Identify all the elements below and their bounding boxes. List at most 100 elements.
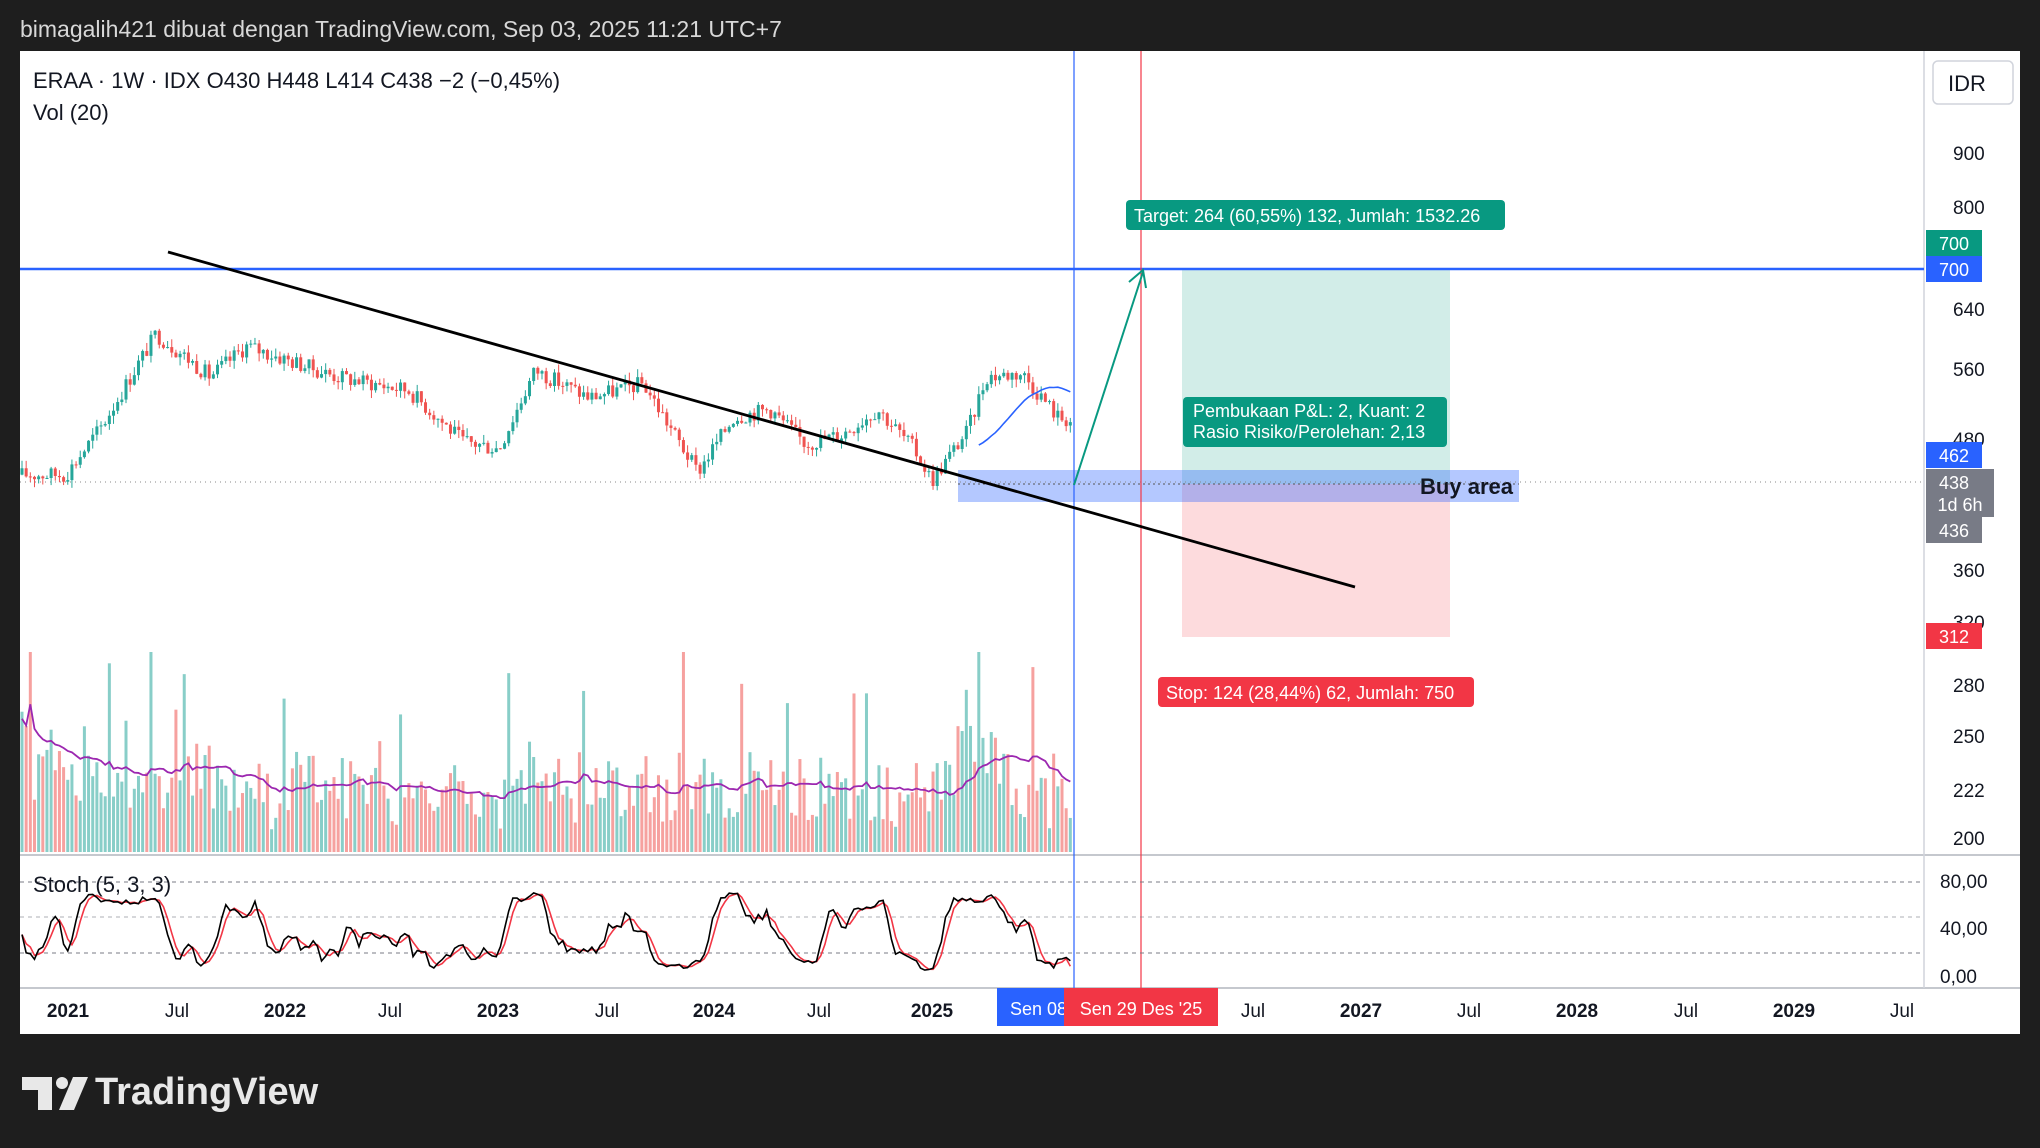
candle-body[interactable] bbox=[415, 391, 419, 403]
candle-body[interactable] bbox=[482, 442, 486, 444]
candle-body[interactable] bbox=[889, 425, 893, 427]
candle-body[interactable] bbox=[24, 468, 28, 477]
candle-body[interactable] bbox=[919, 456, 923, 465]
candle-body[interactable] bbox=[968, 414, 972, 426]
candle-body[interactable] bbox=[45, 477, 49, 479]
candle-body[interactable] bbox=[478, 443, 482, 447]
candle-body[interactable] bbox=[844, 431, 848, 439]
candle-body[interactable] bbox=[898, 424, 902, 430]
candle-body[interactable] bbox=[199, 373, 203, 378]
candle-body[interactable] bbox=[286, 355, 290, 360]
candle-body[interactable] bbox=[448, 424, 452, 434]
candle-body[interactable] bbox=[769, 410, 773, 419]
candle-body[interactable] bbox=[944, 458, 948, 474]
candle-body[interactable] bbox=[453, 426, 457, 434]
candle-body[interactable] bbox=[702, 461, 706, 474]
candle-body[interactable] bbox=[236, 350, 240, 352]
candle-body[interactable] bbox=[557, 372, 561, 386]
candle-body[interactable] bbox=[515, 409, 519, 423]
candle-body[interactable] bbox=[831, 432, 835, 435]
candle-body[interactable] bbox=[178, 353, 182, 358]
candle-body[interactable] bbox=[95, 426, 99, 435]
candle-body[interactable] bbox=[290, 359, 294, 368]
candle-body[interactable] bbox=[78, 457, 82, 465]
candle-body[interactable] bbox=[582, 392, 586, 397]
candle-body[interactable] bbox=[719, 429, 723, 442]
symbol-legend[interactable]: ERAA · 1W · IDX O430 H448 L414 C438 −2 (… bbox=[33, 68, 560, 93]
tradingview-logo[interactable]: TradingView bbox=[22, 1071, 319, 1113]
candle-body[interactable] bbox=[744, 422, 748, 424]
candle-body[interactable] bbox=[902, 429, 906, 437]
candle-body[interactable] bbox=[82, 451, 86, 458]
currency-button[interactable]: IDR bbox=[1932, 60, 2014, 105]
candle-body[interactable] bbox=[973, 414, 977, 417]
candle-body[interactable] bbox=[927, 471, 931, 473]
candle-body[interactable] bbox=[428, 412, 432, 416]
candle-body[interactable] bbox=[948, 451, 952, 459]
candle-body[interactable] bbox=[411, 393, 415, 403]
candle-body[interactable] bbox=[253, 343, 257, 345]
candle-body[interactable] bbox=[186, 352, 190, 363]
candle-body[interactable] bbox=[852, 432, 856, 434]
candle-body[interactable] bbox=[690, 455, 694, 460]
candle-body[interactable] bbox=[166, 347, 170, 349]
candle-body[interactable] bbox=[32, 476, 36, 480]
candle-body[interactable] bbox=[382, 384, 386, 389]
candle-body[interactable] bbox=[132, 375, 136, 385]
candle-body[interactable] bbox=[964, 425, 968, 440]
candle-body[interactable] bbox=[993, 374, 997, 381]
candle-body[interactable] bbox=[307, 359, 311, 369]
candle-body[interactable] bbox=[819, 435, 823, 448]
candle-body[interactable] bbox=[781, 415, 785, 421]
candle-body[interactable] bbox=[390, 386, 394, 390]
candle-body[interactable] bbox=[794, 424, 798, 428]
candle-body[interactable] bbox=[257, 343, 261, 354]
candle-body[interactable] bbox=[665, 412, 669, 426]
candle-body[interactable] bbox=[923, 464, 927, 472]
candle-body[interactable] bbox=[216, 364, 220, 375]
candle-body[interactable] bbox=[873, 419, 877, 421]
candle-body[interactable] bbox=[299, 357, 303, 371]
candle-body[interactable] bbox=[498, 448, 502, 450]
candle-body[interactable] bbox=[686, 452, 690, 460]
candle-body[interactable] bbox=[885, 413, 889, 426]
candle-body[interactable] bbox=[864, 419, 868, 426]
candle-body[interactable] bbox=[374, 382, 378, 391]
candle-body[interactable] bbox=[827, 434, 831, 439]
candle-body[interactable] bbox=[365, 375, 369, 380]
candle-body[interactable] bbox=[736, 420, 740, 424]
candle-body[interactable] bbox=[457, 426, 461, 430]
candle-body[interactable] bbox=[656, 398, 660, 413]
candle-body[interactable] bbox=[715, 441, 719, 445]
candle-body[interactable] bbox=[1035, 393, 1039, 400]
candle-body[interactable] bbox=[41, 476, 45, 479]
candle-body[interactable] bbox=[815, 447, 819, 450]
candle-body[interactable] bbox=[981, 390, 985, 395]
time-axis[interactable]: 2021 Jul 2022 Jul 2023 Jul 2024 Jul 2025… bbox=[47, 1001, 1914, 1022]
candle-body[interactable] bbox=[91, 434, 95, 441]
candle-body[interactable] bbox=[698, 464, 702, 474]
candle-body[interactable] bbox=[835, 432, 839, 442]
candle-body[interactable] bbox=[711, 444, 715, 460]
candle-body[interactable] bbox=[107, 415, 111, 425]
candle-body[interactable] bbox=[532, 367, 536, 382]
buy-area-zone[interactable] bbox=[958, 470, 1519, 502]
candle-body[interactable] bbox=[681, 440, 685, 453]
candle-body[interactable] bbox=[211, 374, 215, 379]
candle-body[interactable] bbox=[1056, 410, 1060, 418]
candle-body[interactable] bbox=[419, 391, 423, 403]
candle-body[interactable] bbox=[174, 352, 178, 358]
candle-body[interactable] bbox=[99, 425, 103, 427]
candle-body[interactable] bbox=[906, 435, 910, 437]
candle-body[interactable] bbox=[806, 446, 810, 448]
candle-body[interactable] bbox=[1043, 393, 1047, 402]
candle-body[interactable] bbox=[652, 395, 656, 399]
candle-body[interactable] bbox=[486, 442, 490, 454]
candle-body[interactable] bbox=[894, 424, 898, 427]
candle-body[interactable] bbox=[157, 330, 161, 345]
descending-trendline[interactable] bbox=[167, 250, 1356, 589]
candle-body[interactable] bbox=[648, 392, 652, 396]
candle-body[interactable] bbox=[490, 452, 494, 454]
candle-body[interactable] bbox=[295, 357, 299, 368]
